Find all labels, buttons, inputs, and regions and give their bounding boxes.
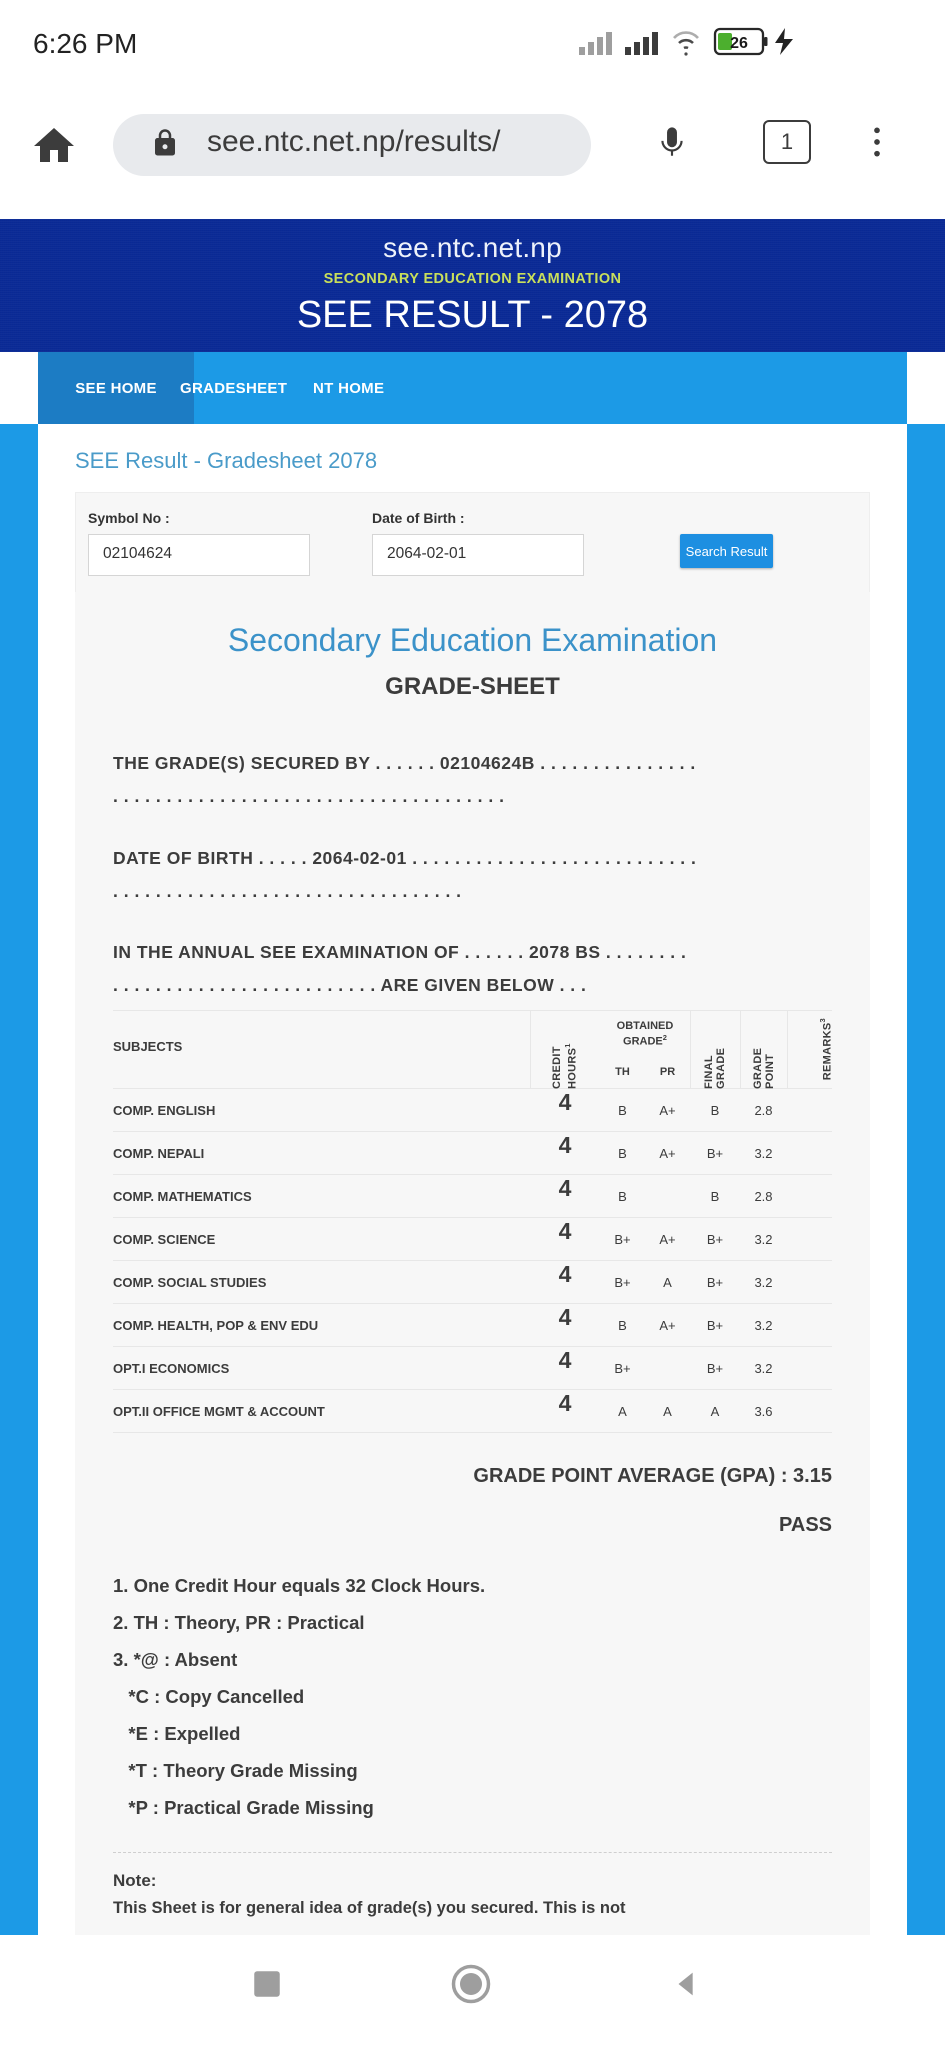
svg-text:26: 26 [730,35,748,52]
